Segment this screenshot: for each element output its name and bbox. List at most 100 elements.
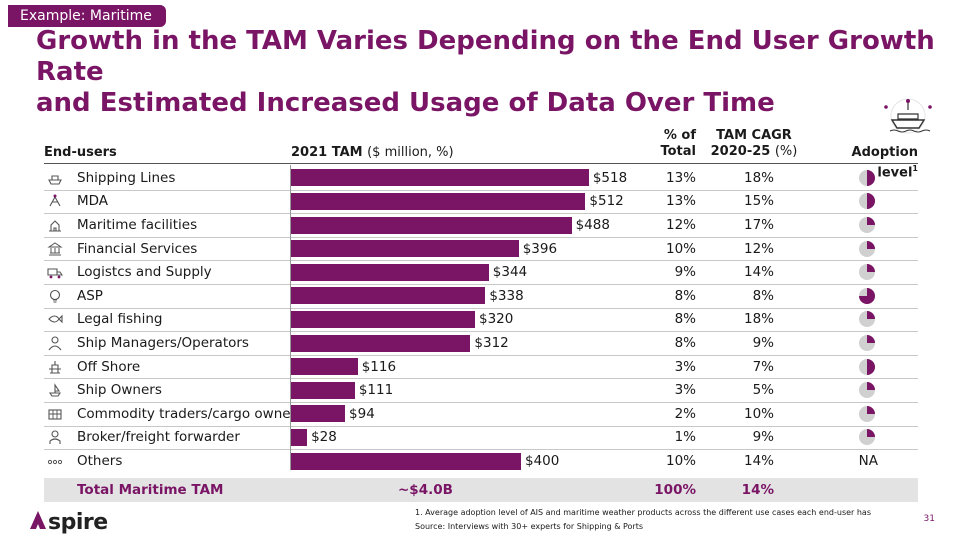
cagr-value: 14% (743, 453, 774, 469)
header-adoption-label: Adoption level (851, 145, 918, 181)
row-divider (44, 402, 918, 403)
cagr-value: 12% (743, 240, 774, 257)
total-label: Total Maritime TAM (77, 482, 224, 498)
pct-of-total: 3% (674, 358, 696, 375)
bar-value-label: $338 (489, 287, 524, 304)
spire-logo-icon (30, 511, 46, 529)
pct-of-total: 8% (674, 335, 696, 351)
adoption-pie (859, 264, 875, 281)
category-label: ASP (77, 287, 103, 304)
adoption-pie (859, 240, 875, 257)
bar (291, 452, 521, 470)
total-row (44, 478, 918, 502)
pct-of-total: 13% (665, 193, 696, 210)
source-note: Source: Interviews with 30+ experts for … (415, 522, 644, 531)
row-divider (44, 307, 918, 309)
pct-of-total: 12% (665, 217, 696, 233)
cagr-value: 18% (743, 169, 774, 186)
bar-value-label: $396 (522, 240, 558, 257)
ellipsis-icon (47, 459, 63, 465)
bar-value-label: $28 (311, 429, 337, 446)
total-pct: 100% (654, 482, 696, 498)
bar-value-label: $94 (349, 405, 375, 422)
category-label: Others (77, 453, 123, 469)
adoption-pie (859, 193, 875, 210)
bar (291, 216, 572, 234)
header-rule (44, 163, 918, 164)
category-label: Ship Owners (77, 382, 162, 399)
header-end-users: End-users (44, 145, 117, 160)
header-tam: 2021 TAM ($ million, %) (291, 145, 454, 161)
category-label: Commodity traders/cargo owners (77, 405, 304, 422)
adoption-pie (859, 311, 875, 328)
title-line-1: Growth in the TAM Varies Depending on th… (36, 26, 935, 87)
row-divider (44, 354, 918, 356)
pct-of-total: 3% (674, 382, 696, 399)
bar (291, 358, 358, 376)
bar-value-label: $116 (361, 358, 397, 375)
row-divider (44, 331, 918, 333)
title-line-2: and Estimated Increased Usage of Data Ov… (36, 88, 775, 118)
row-divider (44, 284, 918, 285)
spire-logo-text: spire (48, 510, 108, 535)
adoption-pie (859, 169, 875, 186)
category-label: MDA (77, 193, 109, 210)
adoption-pie (859, 429, 875, 446)
total-cagr: 14% (741, 482, 774, 498)
cagr-value: 14% (743, 264, 774, 281)
port-icon (49, 220, 61, 232)
header-pct-line-2: Total (660, 144, 696, 159)
adoption-na: NA (858, 453, 878, 469)
header-tam-label: 2021 TAM (291, 145, 363, 160)
bar (291, 405, 346, 423)
bar (291, 169, 589, 187)
bar-value-label: $320 (479, 311, 514, 328)
bar (291, 381, 355, 399)
header-adoption: Adoption level1 (808, 145, 918, 181)
bulb-icon (49, 289, 61, 303)
owner-icon (48, 383, 62, 397)
adoption-pie (859, 287, 875, 304)
header-tam-units: ($ million, %) (367, 145, 454, 160)
row-divider (44, 260, 918, 262)
finance-icon (47, 241, 63, 256)
cagr-value: 17% (743, 217, 774, 233)
bar (291, 240, 519, 258)
header-cagr-line-2: 2020-25 (710, 144, 771, 159)
category-label: Shipping Lines (77, 169, 176, 186)
bar-value-label: $312 (474, 335, 509, 351)
bar (291, 428, 308, 446)
bar-value-label: $512 (589, 193, 624, 210)
row-divider (44, 449, 918, 451)
category-label: Financial Services (77, 240, 198, 257)
category-label: Maritime facilities (77, 217, 198, 233)
cargo-icon (48, 409, 62, 420)
page-title: Growth in the TAM Varies Depending on th… (36, 26, 936, 119)
pct-of-total: 2% (674, 405, 696, 422)
bar (291, 334, 471, 352)
total-tam: ~$4.0B (398, 482, 453, 498)
bar-value-label: $400 (525, 453, 560, 469)
header-pct: % of Total (636, 128, 696, 160)
adoption-pie (859, 405, 875, 422)
ship-icon (884, 98, 932, 134)
bar (291, 287, 486, 305)
adoption-pie (859, 335, 875, 351)
cagr-value: 10% (743, 405, 774, 422)
fishing-icon (48, 315, 63, 324)
bar (291, 263, 489, 281)
cagr-value: 9% (752, 335, 774, 351)
row-divider (44, 378, 918, 380)
footnote: 1. Average adoption level of AIS and mar… (415, 508, 871, 517)
logistics-icon (47, 268, 63, 279)
offshore-icon (49, 360, 61, 374)
bar-value-label: $518 (592, 169, 628, 186)
broker-icon (49, 430, 61, 445)
category-label: Logistcs and Supply (77, 264, 212, 281)
pct-of-total: 10% (665, 453, 696, 469)
header-pct-line-1: % of (663, 128, 696, 143)
cagr-value: 8% (752, 287, 774, 304)
bar-value-label: $488 (575, 217, 610, 233)
row-divider (44, 213, 918, 215)
bar (291, 192, 586, 210)
